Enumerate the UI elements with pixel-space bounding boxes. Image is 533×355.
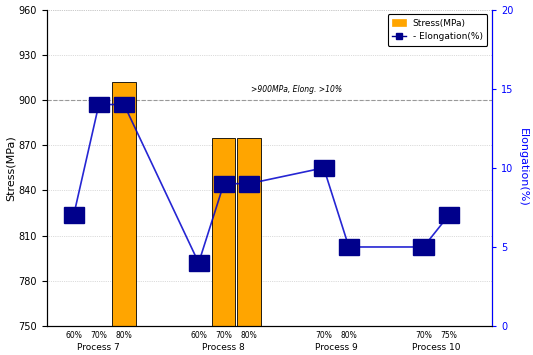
Bar — [189, 255, 209, 271]
Bar — [63, 207, 84, 223]
Bar — [187, 326, 210, 355]
Bar — [87, 326, 110, 355]
Bar — [62, 326, 85, 355]
Bar — [412, 326, 435, 355]
Bar — [312, 326, 335, 355]
Text: Process 9: Process 9 — [315, 343, 358, 352]
Text: Process 7: Process 7 — [77, 343, 120, 352]
Bar — [112, 82, 135, 326]
Bar — [313, 160, 334, 176]
Legend: Stress(MPa), - Elongation(%): Stress(MPa), - Elongation(%) — [387, 14, 487, 45]
Text: 60%: 60% — [65, 332, 82, 340]
Text: 80%: 80% — [116, 332, 132, 340]
Bar — [339, 239, 359, 255]
Bar — [414, 239, 433, 255]
Bar — [239, 176, 259, 192]
Text: >900MPa, Elong. >10%: >900MPa, Elong. >10% — [251, 85, 342, 94]
Y-axis label: Elongation(%): Elongation(%) — [518, 129, 528, 207]
Y-axis label: Stress(MPa): Stress(MPa) — [5, 135, 15, 201]
Bar — [114, 97, 134, 113]
Text: 70%: 70% — [91, 332, 107, 340]
Bar — [214, 176, 234, 192]
Text: 75%: 75% — [440, 332, 457, 340]
Text: Process 10: Process 10 — [412, 343, 461, 352]
Text: 80%: 80% — [341, 332, 357, 340]
Text: 70%: 70% — [215, 332, 232, 340]
Bar — [337, 326, 360, 355]
Text: 60%: 60% — [190, 332, 207, 340]
Bar — [437, 326, 461, 355]
Text: 70%: 70% — [415, 332, 432, 340]
Bar — [439, 207, 459, 223]
Bar — [89, 97, 109, 113]
Text: 80%: 80% — [241, 332, 257, 340]
Text: Process 8: Process 8 — [203, 343, 245, 352]
Bar — [238, 138, 261, 326]
Bar — [212, 138, 236, 326]
Text: 70%: 70% — [315, 332, 332, 340]
